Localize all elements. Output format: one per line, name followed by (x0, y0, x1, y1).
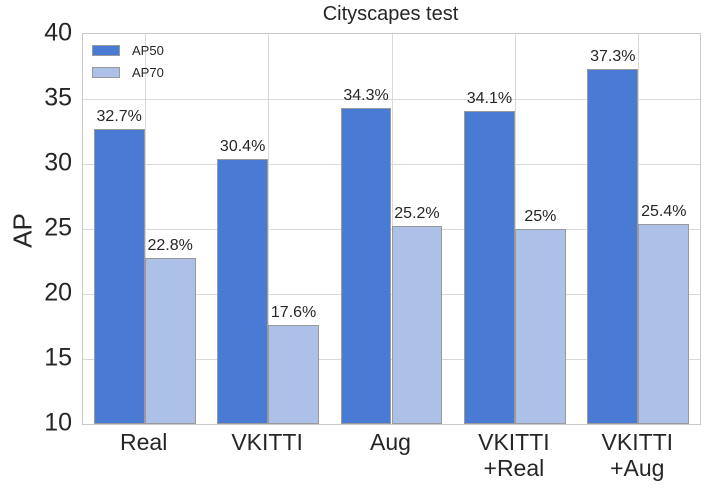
y-tick-label: 10 (44, 408, 72, 437)
y-tick-label: 20 (44, 278, 72, 307)
x-tick-label: Real (120, 429, 168, 455)
bar-ap50-1 (93, 128, 145, 424)
bar-ap70-5 (638, 223, 690, 424)
bar-value-label: 25.2% (394, 205, 440, 223)
chart-title: Cityscapes test (322, 3, 459, 25)
bar-value-label: 22.8% (147, 236, 193, 254)
y-tick-label: 35 (44, 83, 72, 112)
bar-ap70-3 (391, 226, 443, 424)
legend-label-ap70: AP70 (132, 65, 164, 80)
bar-value-label: 17.6% (270, 304, 317, 322)
bar-value-label: 34.3% (343, 87, 389, 105)
bar-ap70-4 (514, 229, 566, 424)
legend: AP50 AP70 (92, 44, 164, 88)
legend-item-ap70: AP70 (92, 66, 164, 79)
x-tick-label: Aug (370, 429, 411, 455)
legend-label-ap50: AP50 (132, 43, 164, 58)
bar-value-label: 30.4% (219, 137, 266, 155)
gridline-vertical (144, 34, 146, 424)
bar-value-label: 37.3% (590, 48, 636, 66)
y-tick-label: 40 (44, 18, 72, 47)
bar-value-label: 25.4% (641, 202, 687, 220)
bar-value-label: 34.1% (466, 89, 513, 107)
ap70-swatch-icon (92, 67, 120, 78)
y-tick-label: 15 (44, 343, 72, 372)
bar-ap50-3 (340, 108, 392, 424)
gridline-vertical (268, 34, 270, 424)
y-tick-label: 30 (44, 148, 72, 177)
x-tick-label: VKITTI (231, 429, 303, 455)
plot-area: 32.7% 30.4% 34.3% 34.1% 37.3% 22.8% 17.6% 25.2%… (82, 33, 701, 425)
bar-ap50-5 (587, 69, 639, 424)
y-tick-label: 25 (44, 213, 72, 242)
x-tick-label: VKITTI +Aug (601, 429, 674, 482)
bar-value-label: 32.7% (96, 107, 142, 125)
ap50-swatch-icon (92, 45, 120, 56)
bar-ap50-4 (463, 110, 515, 424)
bar-value-label: 25% (524, 208, 557, 225)
bar-ap70-1 (144, 257, 196, 424)
x-tick-label: VKITTI +Real (478, 429, 550, 482)
bar-ap70-2 (268, 325, 320, 424)
bar-ap50-2 (217, 158, 269, 424)
legend-item-ap50: AP50 (92, 44, 164, 57)
